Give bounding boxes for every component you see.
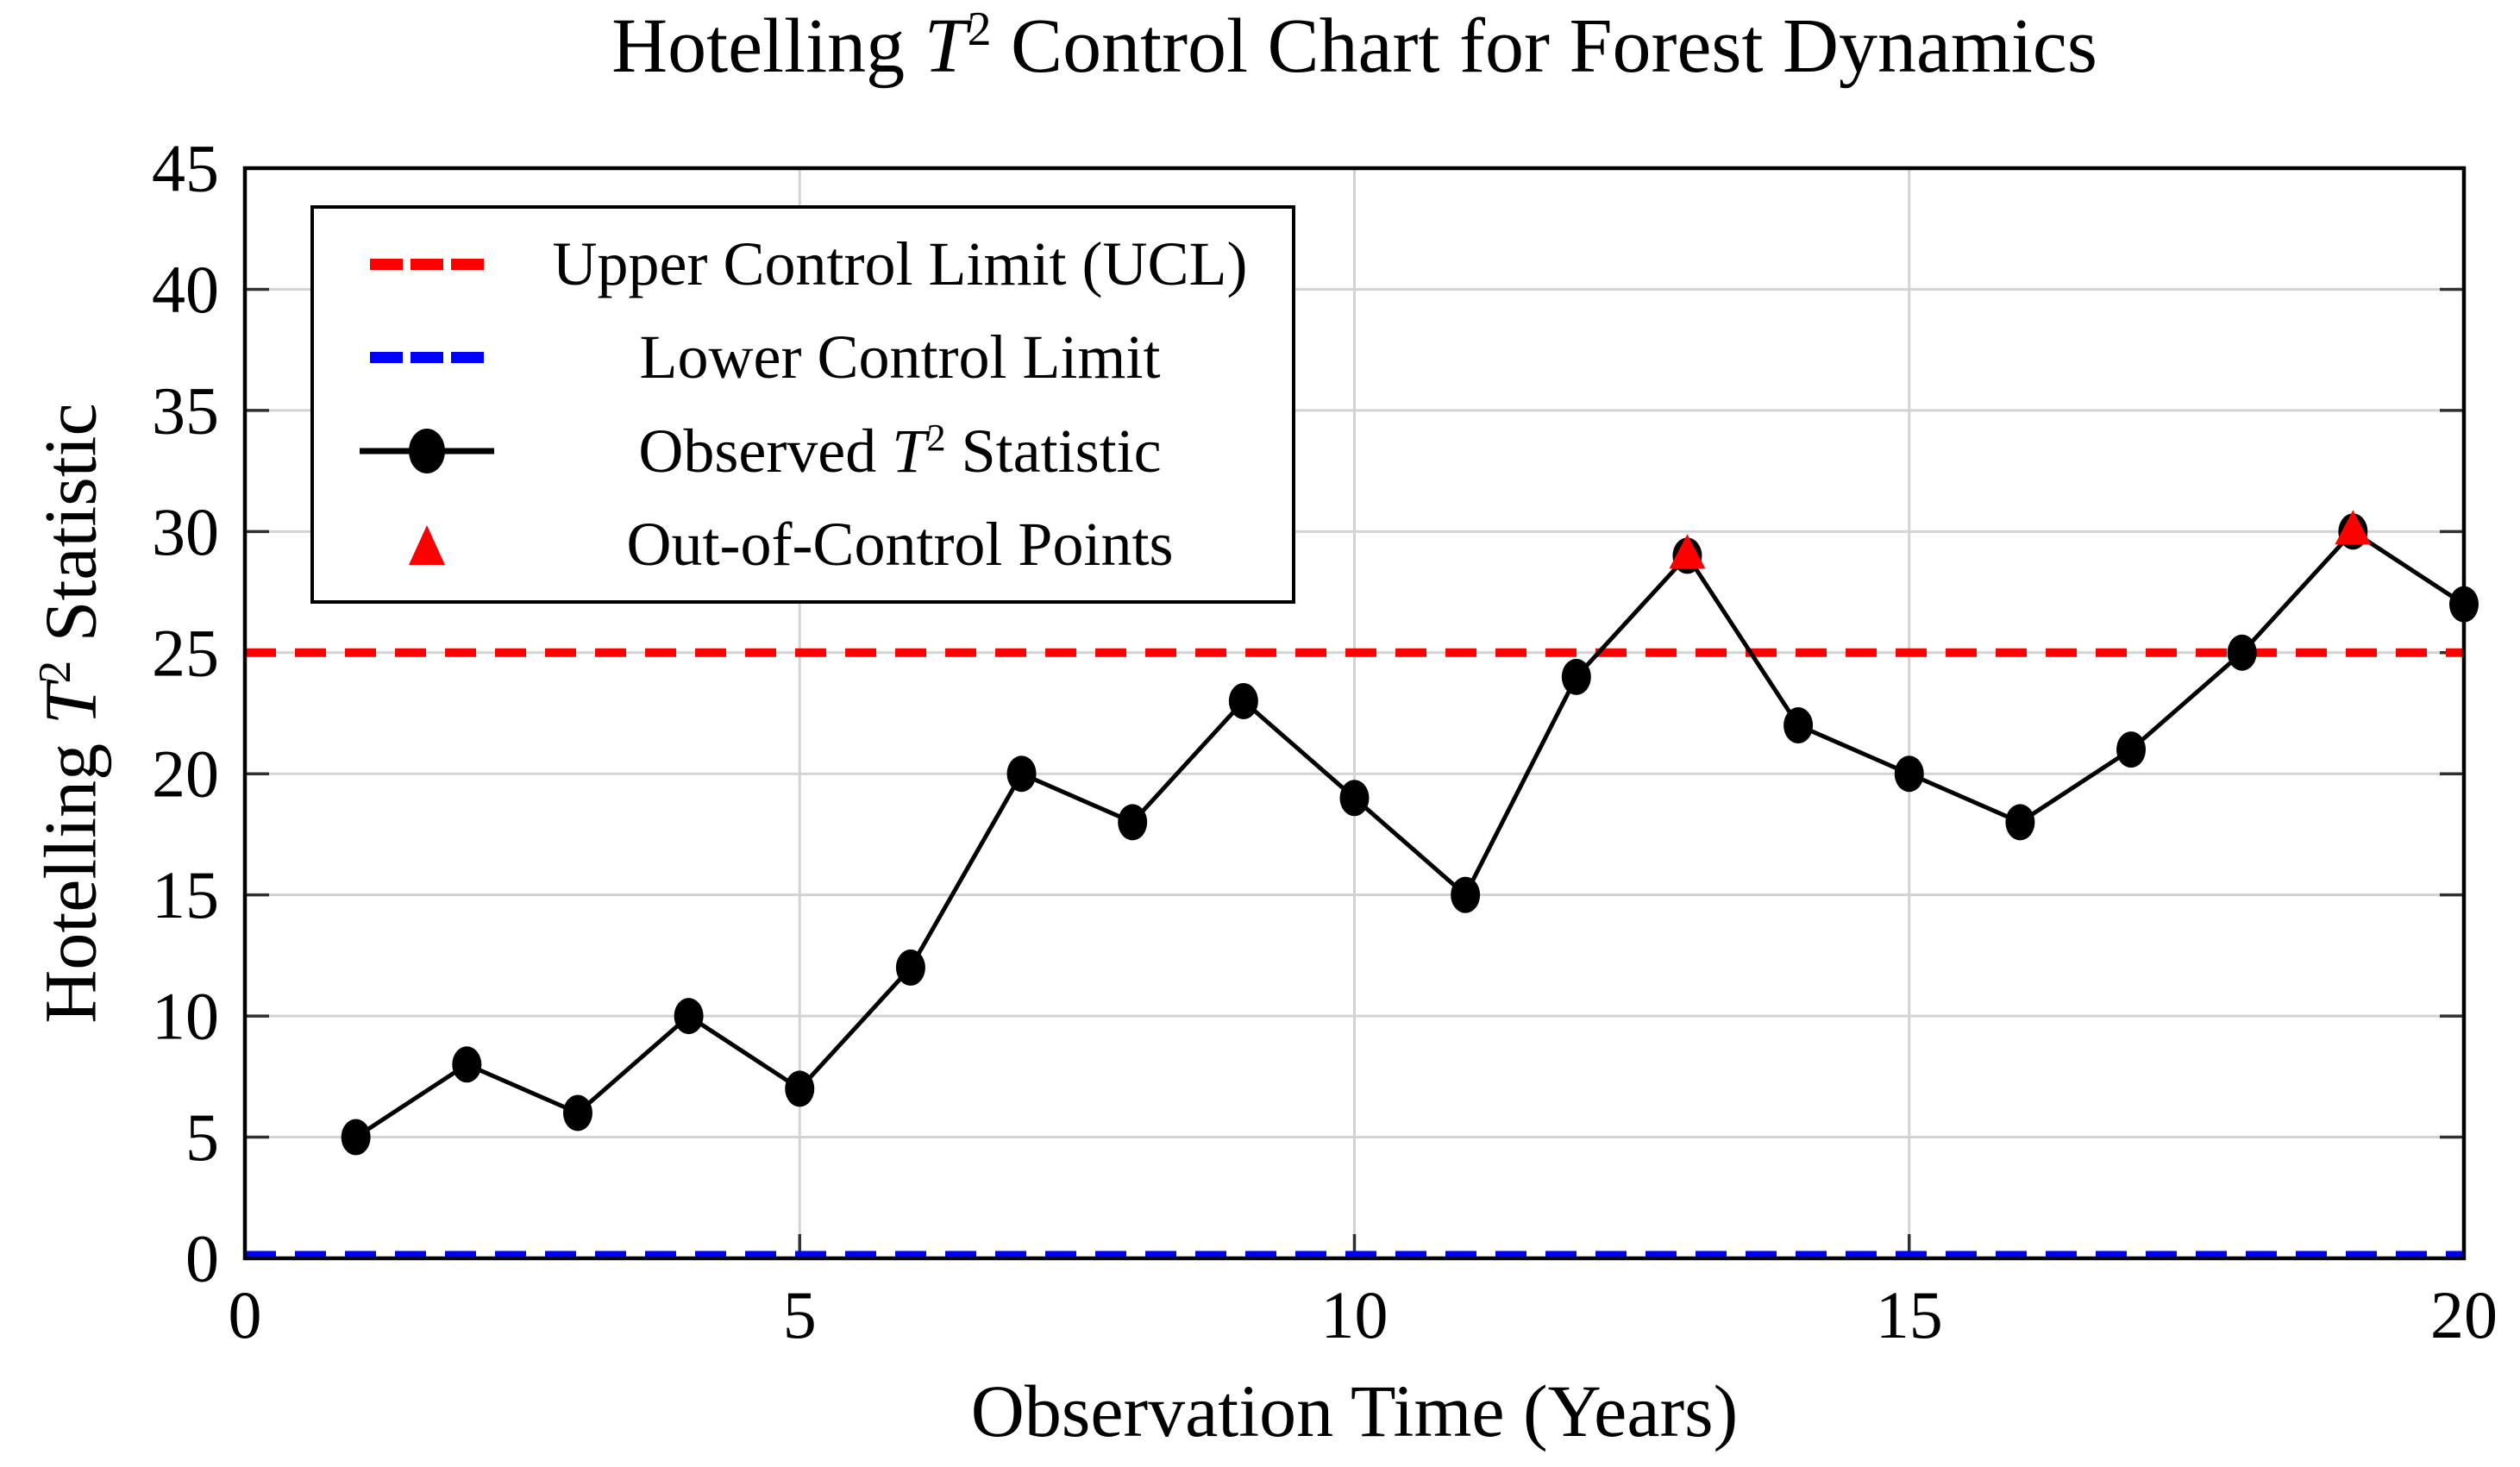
legend-row-lcl: Lower Control Limit [329,322,1276,393]
legend-label-observed-prefix: Observed [638,417,893,486]
chart-title-math-sup: 2 [967,3,992,56]
y-tick-label-10: 10 [152,979,219,1054]
out-of-control-marker-19 [2335,510,2372,545]
marker-point-10 [1339,780,1370,817]
marker-point-4 [674,998,704,1035]
marker-point-11 [1451,876,1481,913]
marker-point-9 [1228,682,1258,719]
y-tick-label-25: 25 [152,615,219,690]
chart-title-math-var: T [924,3,968,89]
y-axis-label-math-sup: 2 [28,660,80,684]
y-tick-label-40: 40 [152,252,219,327]
marker-point-7 [1006,755,1037,793]
y-tick-label-0: 0 [185,1221,219,1296]
marker-point-14 [1783,707,1814,744]
legend-label-observed-suffix: Statistic [945,417,1162,486]
y-axis-label-suffix: Statistic [28,403,112,661]
x-tick-label-0: 0 [229,1277,262,1352]
marker-point-17 [2116,731,2147,768]
x-tick-label-5: 5 [783,1277,817,1352]
y-tick-label-15: 15 [152,857,219,932]
legend-label-lcl: Lower Control Limit [639,322,1161,392]
x-tick-label-10: 10 [1321,1277,1389,1352]
out-of-control-marker-13 [1669,534,1706,569]
y-axis-label: Hotelling T2 Statistic [9,148,112,1278]
x-tick-label-20: 20 [2430,1277,2498,1352]
legend-label-out-of-control: Out-of-Control Points [626,510,1174,580]
marker-point-15 [1894,755,1924,793]
x-axis-label: Observation Time (Years) [970,1370,1739,1452]
y-tick-label-30: 30 [152,494,219,569]
y-tick-label-20: 20 [152,737,219,812]
marker-point-6 [895,949,925,986]
out-of-control-triangle-icon [329,519,523,571]
legend-label-observed: Observed T2 Statistic [523,415,1276,487]
y-axis-label-math-var: T [28,683,112,725]
marker-point-5 [785,1070,815,1107]
chart-title: Hotelling T2 Control Chart for Forest Dy… [245,3,2464,89]
legend-row-observed: Observed T2 Statistic [329,415,1276,487]
y-axis-label-prefix: Hotelling [28,724,112,1024]
legend-label-observed-math-sup: 2 [926,416,946,460]
observed-line-circle-icon [329,423,523,479]
legend-label-observed-math-var: T [892,417,927,486]
legend: Upper Control Limit (UCL) Lower Control … [310,205,1295,604]
legend-row-ucl: Upper Control Limit (UCL) [329,229,1276,300]
marker-point-1 [341,1119,371,1156]
legend-label-ucl: Upper Control Limit (UCL) [552,229,1248,298]
marker-point-2 [452,1046,482,1083]
ucl-dashed-line-icon [329,258,523,270]
series-line [354,529,2466,1139]
y-tick-label-35: 35 [152,373,219,448]
marker-point-16 [2005,804,2035,841]
plot-frame [242,166,2467,1261]
marker-point-3 [562,1094,592,1132]
marker-point-18 [2227,634,2257,671]
marker-point-12 [1561,658,1591,695]
y-tick-label-5: 5 [185,1100,219,1175]
x-tick-label-15: 15 [1876,1277,1943,1352]
chart-title-suffix: Control Chart for Forest Dynamics [991,3,2097,89]
chart-title-prefix: Hotelling [611,3,925,89]
marker-point-8 [1118,804,1148,841]
legend-row-out-of-control: Out-of-Control Points [329,509,1276,580]
y-tick-label-45: 45 [152,131,219,206]
lcl-dashed-line-icon [329,351,523,363]
